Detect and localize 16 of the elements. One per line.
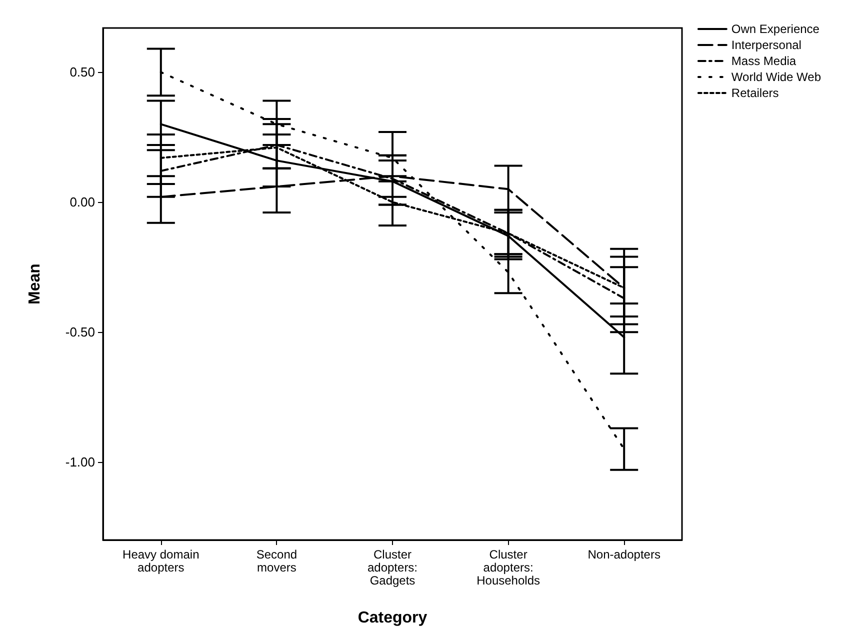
x-axis-title: Category: [358, 610, 428, 626]
legend-label: World Wide Web: [731, 70, 822, 84]
x-tick-label: Heavy domain adopters: [122, 548, 200, 574]
y-axis-title: Mean: [26, 264, 44, 304]
legend-label: Own Experience: [731, 22, 820, 36]
x-tick-label: Non-adopters: [588, 548, 660, 562]
y-tick-label: 0.00: [70, 194, 95, 210]
y-tick-label: -1.00: [65, 454, 95, 470]
x-tick-label: Second movers: [256, 548, 298, 574]
y-tick-label: 0.50: [70, 64, 95, 80]
x-tick-label: Cluster adopters: Households: [476, 548, 540, 588]
legend-label: Mass Media: [731, 54, 796, 68]
legend-label: Retailers: [731, 86, 779, 100]
x-tick-label: Cluster adopters: Gadgets: [367, 548, 418, 588]
y-tick-label: -0.50: [65, 324, 95, 340]
legend-label: Interpersonal: [731, 38, 802, 52]
